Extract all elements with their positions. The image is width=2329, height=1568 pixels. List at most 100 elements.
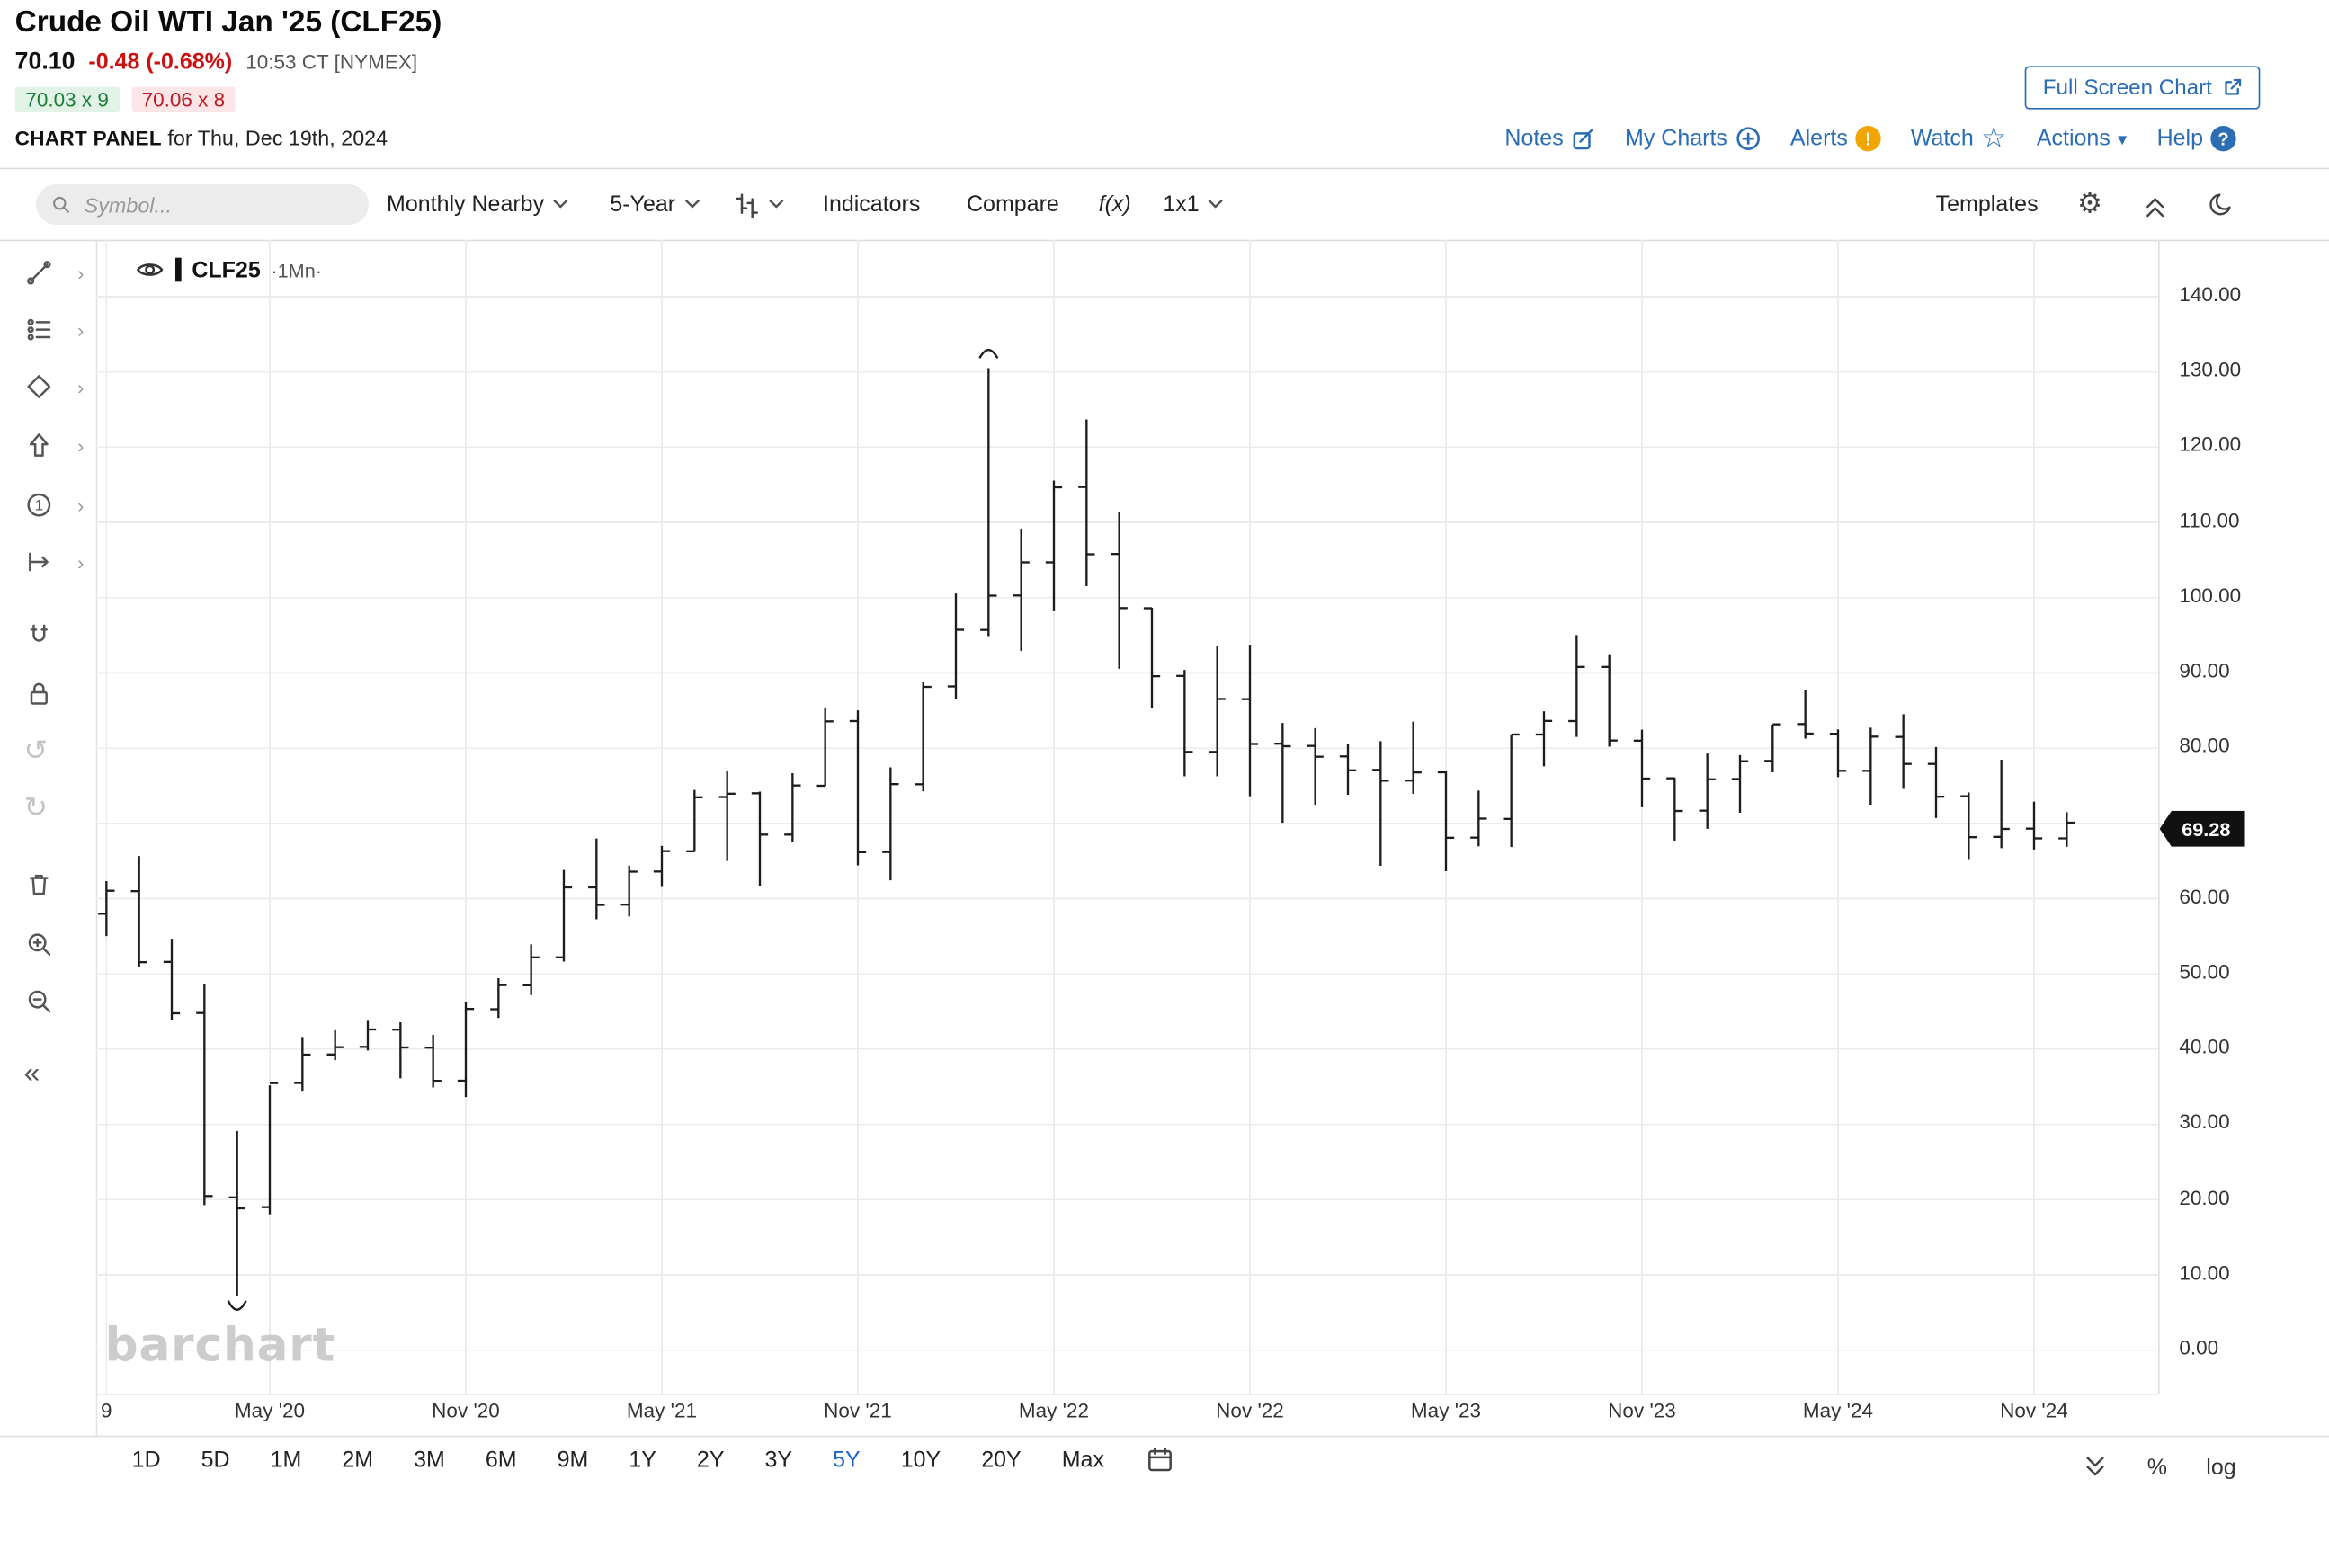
svg-text:1: 1 bbox=[35, 497, 43, 514]
help-icon: ? bbox=[2210, 125, 2236, 152]
log-scale-toggle[interactable]: log bbox=[2206, 1454, 2236, 1480]
x-axis-label: Nov '24 bbox=[2000, 1399, 2068, 1422]
series-style-swatch bbox=[174, 257, 182, 282]
zoom-out-button[interactable] bbox=[24, 978, 85, 1023]
range-3y[interactable]: 3Y bbox=[764, 1447, 793, 1473]
frequency-dropdown[interactable]: Monthly Nearby bbox=[387, 169, 568, 239]
symbol-search-input[interactable] bbox=[81, 191, 354, 218]
alert-badge-icon: ! bbox=[1855, 125, 1881, 152]
collapse-panel-up-icon[interactable] bbox=[2142, 191, 2169, 218]
help-link[interactable]: Help ? bbox=[2157, 125, 2236, 152]
series-legend[interactable]: CLF25 ·1Mn· bbox=[135, 254, 322, 284]
magnet-mode-button[interactable] bbox=[24, 613, 85, 658]
chart-plot-area[interactable]: CLF25 ·1Mn· barchart bbox=[95, 239, 2158, 1395]
templates-button[interactable]: Templates bbox=[1935, 192, 2039, 218]
header-nav: Notes My Charts Alerts ! Watch ☆ Actions… bbox=[1504, 123, 2236, 152]
caret-down-icon: ▾ bbox=[2118, 128, 2128, 149]
collapse-rail-button[interactable]: « bbox=[24, 1052, 85, 1097]
last-price: 70.10 bbox=[14, 49, 76, 76]
alerts-link[interactable]: Alerts ! bbox=[1790, 125, 1881, 152]
y-axis-label: 30.00 bbox=[2179, 1110, 2230, 1134]
actions-menu[interactable]: Actions ▾ bbox=[2037, 126, 2127, 151]
range-dropdown[interactable]: 5-Year bbox=[610, 169, 700, 239]
expander-chevron-icon: › bbox=[77, 261, 85, 284]
expander-chevron-icon: › bbox=[77, 550, 85, 574]
range-5d[interactable]: 5D bbox=[201, 1447, 230, 1473]
dark-mode-moon-icon[interactable] bbox=[2208, 191, 2236, 219]
measure-tool[interactable]: › bbox=[24, 539, 85, 584]
y-axis-label: 90.00 bbox=[2179, 659, 2230, 682]
arrow-tool[interactable]: › bbox=[24, 423, 84, 468]
external-link-icon bbox=[2225, 78, 2242, 95]
x-axis-label: May '22 bbox=[1018, 1399, 1090, 1422]
fx-button[interactable]: f(x) bbox=[1099, 169, 1131, 239]
range-6m[interactable]: 6M bbox=[485, 1447, 517, 1473]
trendline-tool[interactable]: › bbox=[24, 250, 85, 295]
range-1y[interactable]: 1Y bbox=[629, 1447, 656, 1473]
magnet-icon bbox=[30, 624, 48, 642]
y-axis-label: 140.00 bbox=[2179, 282, 2242, 306]
bar-style-dropdown[interactable] bbox=[733, 169, 784, 239]
lock-drawings-button[interactable] bbox=[24, 672, 85, 717]
expander-chevron-icon: › bbox=[77, 494, 85, 517]
last-price-tag: 69.28 bbox=[2159, 810, 2245, 847]
range-2m[interactable]: 2M bbox=[342, 1447, 374, 1473]
chevron-down-icon bbox=[1209, 200, 1223, 209]
frequency-label: Monthly Nearby bbox=[386, 192, 545, 218]
my-charts-link[interactable]: My Charts bbox=[1625, 126, 1761, 151]
range-2y[interactable]: 2Y bbox=[696, 1447, 725, 1473]
range-max[interactable]: Max bbox=[1061, 1447, 1104, 1473]
range-20y[interactable]: 20Y bbox=[981, 1447, 1022, 1473]
price-axis[interactable]: 69.28 140.00 130.00 120.00 110.00 100.00 90.0… bbox=[2157, 239, 2329, 1394]
y-axis-label: 40.00 bbox=[2179, 1035, 2230, 1058]
symbol-search[interactable] bbox=[35, 183, 369, 225]
ohlc-bar-style-icon bbox=[736, 192, 758, 218]
eye-icon[interactable] bbox=[135, 254, 165, 284]
bid-quote: 70.03 x 9 bbox=[14, 86, 120, 112]
price-change: -0.48 (-0.68%) bbox=[88, 49, 233, 76]
full-screen-chart-button[interactable]: Full Screen Chart bbox=[2024, 66, 2261, 110]
zoom-in-icon bbox=[28, 933, 51, 956]
redo-button[interactable]: ↻ bbox=[24, 787, 85, 832]
delete-drawings-button[interactable] bbox=[24, 861, 85, 906]
y-axis-label: 100.00 bbox=[2179, 584, 2242, 607]
search-icon bbox=[53, 196, 69, 213]
my-charts-label: My Charts bbox=[1625, 125, 1727, 152]
percent-scale-toggle[interactable]: % bbox=[2146, 1454, 2167, 1480]
chevron-down-icon bbox=[684, 200, 700, 209]
redo-icon: ↻ bbox=[23, 792, 49, 824]
y-axis-label: 50.00 bbox=[2179, 960, 2230, 984]
scale-controls: % log bbox=[2081, 1445, 2236, 1490]
chart-toolbar: Monthly Nearby 5-Year Indicators Compare… bbox=[0, 169, 2329, 239]
ohlc-chart bbox=[95, 239, 2158, 1394]
range-5y[interactable]: 5Y bbox=[833, 1447, 861, 1473]
y-axis-label: 60.00 bbox=[2179, 885, 2230, 908]
range-1m[interactable]: 1M bbox=[270, 1447, 302, 1473]
undo-button[interactable]: ↺ bbox=[24, 730, 85, 775]
expand-panel-down-icon[interactable] bbox=[2081, 1454, 2108, 1481]
range-1d[interactable]: 1D bbox=[131, 1447, 161, 1473]
calendar-icon[interactable] bbox=[1145, 1445, 1174, 1474]
time-axis[interactable]: 9 May '20 Nov '20 May '21 Nov '21 May '22 Nov … bbox=[96, 1400, 2158, 1433]
chevron-down-icon bbox=[553, 200, 568, 209]
zoom-out-icon bbox=[28, 990, 51, 1013]
number-annotation-tool[interactable]: 1 › bbox=[24, 483, 85, 528]
range-10y[interactable]: 10Y bbox=[900, 1447, 941, 1473]
notes-link[interactable]: Notes bbox=[1504, 126, 1594, 151]
indicators-button[interactable]: Indicators bbox=[823, 169, 920, 239]
layout-label: 1x1 bbox=[1163, 192, 1200, 218]
range-9m[interactable]: 9M bbox=[557, 1447, 589, 1473]
shapes-tool[interactable]: › bbox=[24, 364, 84, 409]
layout-dropdown[interactable]: 1x1 bbox=[1163, 169, 1223, 239]
panel-caption: CHART PANEL for Thu, Dec 19th, 2024 bbox=[15, 126, 388, 150]
compare-label: Compare bbox=[966, 192, 1059, 218]
annotations-tool[interactable]: › bbox=[24, 307, 84, 352]
watch-link[interactable]: Watch ☆ bbox=[1911, 123, 2007, 152]
zoom-in-button[interactable] bbox=[24, 922, 85, 967]
barchart-watermark: barchart bbox=[104, 1318, 336, 1373]
settings-gear-icon[interactable]: ⚙ bbox=[2076, 188, 2103, 220]
range-3m[interactable]: 3M bbox=[414, 1447, 445, 1473]
x-axis-label: May '23 bbox=[1410, 1399, 1482, 1422]
compare-button[interactable]: Compare bbox=[967, 169, 1059, 239]
annotations-list-icon bbox=[27, 318, 51, 341]
